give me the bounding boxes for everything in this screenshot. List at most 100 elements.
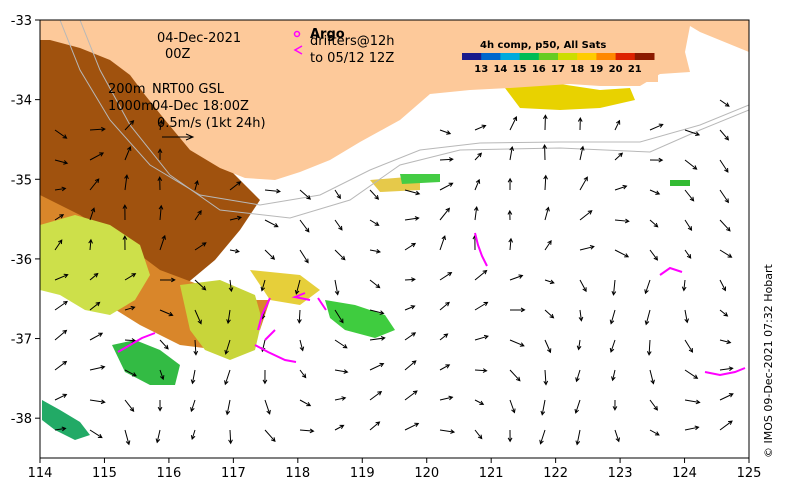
current-arrow xyxy=(539,429,546,445)
current-arrow xyxy=(299,339,305,352)
current-arrow xyxy=(474,368,488,373)
current-arrow xyxy=(574,399,581,414)
current-arrow xyxy=(579,245,595,251)
current-arrow xyxy=(579,145,585,161)
current-arrow xyxy=(684,309,689,324)
current-arrow xyxy=(124,174,129,191)
current-arrow xyxy=(614,429,621,443)
x-tick-label: 123 xyxy=(608,466,633,481)
current-arrow xyxy=(190,399,196,413)
colorbar-tick-label: 16 xyxy=(532,64,546,75)
plot-frame xyxy=(39,19,750,459)
current-arrow xyxy=(509,145,515,161)
current-arrow xyxy=(334,424,345,431)
x-tick-label: 115 xyxy=(92,466,117,481)
current-arrow xyxy=(158,204,164,221)
current-arrow xyxy=(681,279,687,292)
current-arrow xyxy=(544,206,550,221)
current-arrow xyxy=(299,189,311,200)
current-arrow xyxy=(124,273,137,281)
current-arrow xyxy=(124,338,137,343)
colorbar-tick-label: 15 xyxy=(513,64,527,75)
current-arrow xyxy=(544,279,555,285)
current-arrow xyxy=(89,301,101,311)
y-tick-label: -35 xyxy=(11,173,32,188)
current-arrow xyxy=(264,219,279,228)
y-tick-label: -37 xyxy=(11,333,32,348)
current-arrow xyxy=(124,120,135,131)
current-arrow xyxy=(159,277,176,283)
current-arrow xyxy=(684,189,695,202)
x-tick-label: 125 xyxy=(737,466,762,481)
current-arrow xyxy=(474,178,481,191)
current-arrow xyxy=(614,184,628,191)
current-arrow xyxy=(614,152,624,161)
current-arrow xyxy=(649,123,664,131)
current-arrow xyxy=(614,218,630,224)
current-arrow xyxy=(614,249,630,258)
current-arrow xyxy=(157,399,163,412)
current-arrow xyxy=(404,422,420,431)
current-arrow xyxy=(89,207,96,221)
current-arrow xyxy=(649,429,660,436)
drifter-track-1 xyxy=(474,232,488,267)
current-arrow xyxy=(369,219,380,226)
current-arrow xyxy=(542,143,548,161)
current-arrow xyxy=(649,157,664,163)
current-arrow xyxy=(369,362,385,371)
sst-yellow-plume xyxy=(180,280,262,360)
current-arrow xyxy=(507,429,513,443)
colorbar-swatch xyxy=(615,53,636,60)
colorbar-swatch xyxy=(481,53,501,60)
current-arrow xyxy=(260,279,266,292)
current-arrow xyxy=(89,178,100,191)
colorbar-ticks: 13 14 15 16 17 18 19 20 21 xyxy=(474,64,642,75)
colorbar-swatch xyxy=(634,53,655,60)
current-arrow xyxy=(89,126,106,132)
current-arrow xyxy=(264,249,276,260)
current-arrow xyxy=(474,334,489,341)
current-arrow xyxy=(369,279,381,289)
current-arrow xyxy=(439,429,456,434)
colorbar-swatch xyxy=(500,53,521,60)
current-arrow xyxy=(54,159,69,165)
current-arrow xyxy=(684,249,692,259)
current-arrow xyxy=(719,309,729,317)
sst-green-patch-2 xyxy=(112,340,180,385)
colorbar-tick-label: 21 xyxy=(628,64,642,75)
current-arrow xyxy=(224,369,231,386)
current-arrow xyxy=(439,157,454,162)
depth-200-label: 200m xyxy=(108,82,145,97)
current-arrow xyxy=(369,189,380,200)
current-arrow xyxy=(719,99,730,107)
colorbar-tick-label: 13 xyxy=(474,64,488,75)
current-arrow xyxy=(54,129,68,139)
current-arrow xyxy=(194,279,207,291)
current-arrow xyxy=(54,393,68,401)
current-arrow xyxy=(578,309,584,322)
current-arrow xyxy=(544,239,552,251)
current-arrow xyxy=(509,399,516,414)
current-arrow xyxy=(124,369,137,377)
current-arrow xyxy=(644,279,651,295)
current-arrow xyxy=(509,116,518,131)
current-arrow xyxy=(575,429,581,446)
current-arrow xyxy=(509,274,524,281)
y-tick-label: -38 xyxy=(11,412,32,427)
colorbar-swatch xyxy=(577,53,597,60)
current-arrow xyxy=(577,117,583,131)
current-arrow xyxy=(684,219,693,231)
current-arrow xyxy=(334,189,341,200)
current-arrow xyxy=(684,159,698,170)
current-arrow xyxy=(684,425,700,431)
current-arrow xyxy=(579,210,593,221)
time-label: 00Z xyxy=(165,47,191,62)
drifter-track-4 xyxy=(117,332,156,353)
current-arrow xyxy=(719,366,734,372)
current-arrow xyxy=(54,273,69,281)
current-arrow xyxy=(157,176,163,191)
sst-field xyxy=(40,20,690,440)
sst-green-patch-3 xyxy=(42,400,90,440)
current-arrow xyxy=(54,360,68,371)
current-arrow xyxy=(644,309,651,326)
